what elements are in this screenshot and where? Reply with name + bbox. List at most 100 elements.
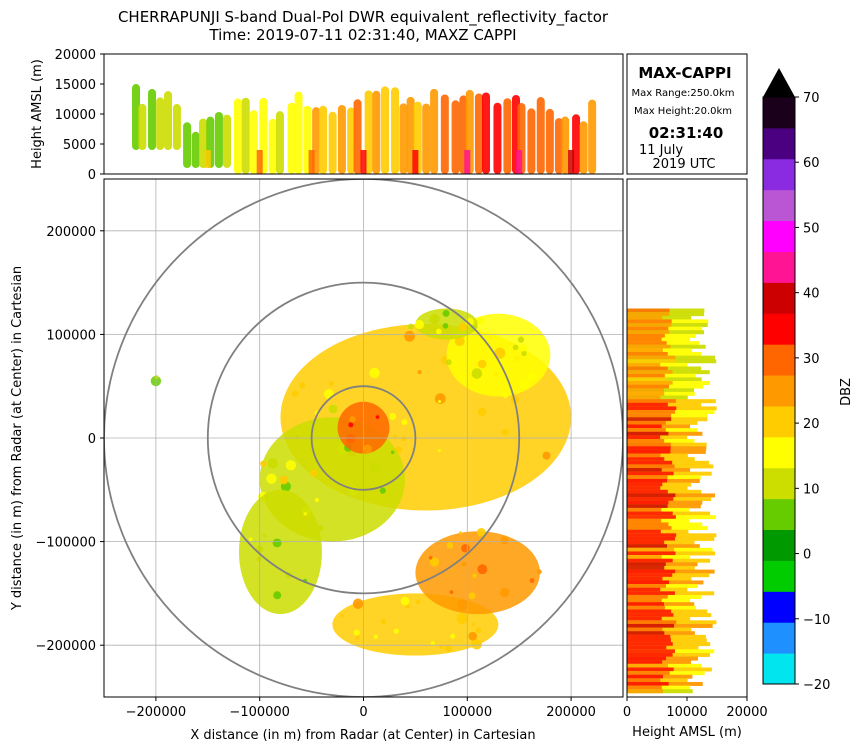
echo-cell (471, 638, 482, 650)
info-max-height: Max Height:20.0km (634, 106, 732, 117)
top-column (347, 107, 356, 174)
top-column (353, 99, 362, 174)
info-heading: MAX-CAPPI (638, 64, 731, 82)
x-tick-label: 200000 (546, 705, 596, 720)
top-column (268, 118, 277, 174)
side-core (627, 370, 673, 375)
side-core (627, 486, 661, 491)
echo-cell (285, 460, 297, 471)
main-x-axis-label: X distance (in m) from Radar (at Center)… (190, 728, 535, 743)
echo-cell (353, 629, 360, 636)
side-core (627, 388, 664, 393)
echo-cell (444, 644, 452, 652)
echo-cell (442, 309, 450, 317)
top-column (391, 87, 400, 174)
top-column (364, 90, 373, 174)
top-column (233, 98, 242, 174)
top-column (545, 108, 554, 174)
side-core (627, 565, 665, 570)
echo-cell (435, 328, 442, 335)
echo-cell (521, 350, 527, 357)
side-core (627, 395, 661, 400)
top-column (493, 102, 502, 174)
top-column (451, 100, 460, 174)
side-core (627, 652, 673, 657)
top-column (191, 131, 200, 168)
side-core (627, 547, 675, 552)
colorbar-band (763, 127, 795, 160)
echo-cell (401, 419, 408, 426)
colorbar-band (763, 591, 795, 623)
echo-cell (345, 433, 356, 444)
colorbar-band (763, 158, 795, 191)
top-projection-panel: 0 5000 10000 15000 20000 Height AMSL (m) (30, 48, 624, 183)
side-core (627, 591, 675, 596)
top-column (319, 105, 328, 174)
echo-cell (456, 613, 468, 625)
side-core (627, 355, 676, 360)
side-core (627, 569, 676, 574)
echo-cell (380, 618, 387, 625)
side-core (627, 562, 666, 567)
side-core (627, 645, 667, 650)
echo-cell (471, 368, 483, 379)
echo-cell (415, 599, 421, 605)
echo-cell (262, 533, 266, 538)
side-core (627, 642, 673, 647)
echo-cell (445, 359, 452, 366)
echo-cell (428, 555, 433, 560)
echo-cell (449, 590, 454, 594)
top-core (568, 150, 575, 174)
colorbar-band (763, 97, 795, 129)
echo-cell (303, 512, 307, 516)
side-core (627, 464, 675, 469)
x-tick-label: 100000 (442, 705, 492, 720)
echo-cell (414, 319, 425, 330)
side-core (627, 341, 667, 346)
top-core (256, 150, 263, 174)
info-time: 02:31:40 (649, 124, 724, 142)
top-column (399, 103, 408, 174)
colorbar-band (763, 653, 795, 685)
side-core (627, 315, 663, 320)
y-tick-label: −100000 (35, 536, 96, 551)
top-column (148, 89, 157, 150)
side-core (627, 497, 674, 502)
echo-cell (248, 537, 253, 542)
range-rings (104, 179, 623, 697)
echo-cell (299, 382, 306, 389)
chart-title-line1: CHERRAPUNJI S-band Dual-Pol DWR equivale… (118, 8, 609, 27)
side-core (627, 424, 662, 429)
colorbar-tick-label: 0 (803, 548, 811, 563)
top-column (536, 97, 545, 174)
echo-cell (439, 645, 443, 649)
top-column (172, 104, 181, 150)
top-column (372, 90, 381, 174)
side-projection-marks (627, 308, 717, 694)
top-column (241, 97, 250, 174)
side-core (627, 377, 669, 382)
side-core (627, 602, 665, 607)
range-ring (206, 281, 521, 595)
colorbar-extend-arrow (763, 68, 795, 97)
side-core (627, 609, 672, 614)
side-core (627, 446, 671, 451)
top-column (132, 84, 141, 150)
y-tick-label: −200000 (35, 639, 96, 654)
echo-cell (458, 322, 467, 331)
echo-cell (310, 469, 318, 477)
echo-cell (379, 487, 386, 494)
echo-cell (519, 379, 530, 390)
top-core (308, 150, 315, 174)
echo-cell (475, 627, 482, 634)
echo-cell (349, 416, 356, 423)
side-core (627, 308, 670, 313)
colorbar-band (763, 344, 795, 376)
echo-cell (363, 444, 372, 454)
side-core (627, 417, 672, 422)
echo-cell (517, 336, 525, 343)
echo-cell (442, 323, 449, 329)
side-projection-panel: 0 10000 20000 Height AMSL (m) (623, 178, 768, 740)
side-core (627, 681, 669, 686)
y-tick-label: 100000 (46, 328, 96, 343)
